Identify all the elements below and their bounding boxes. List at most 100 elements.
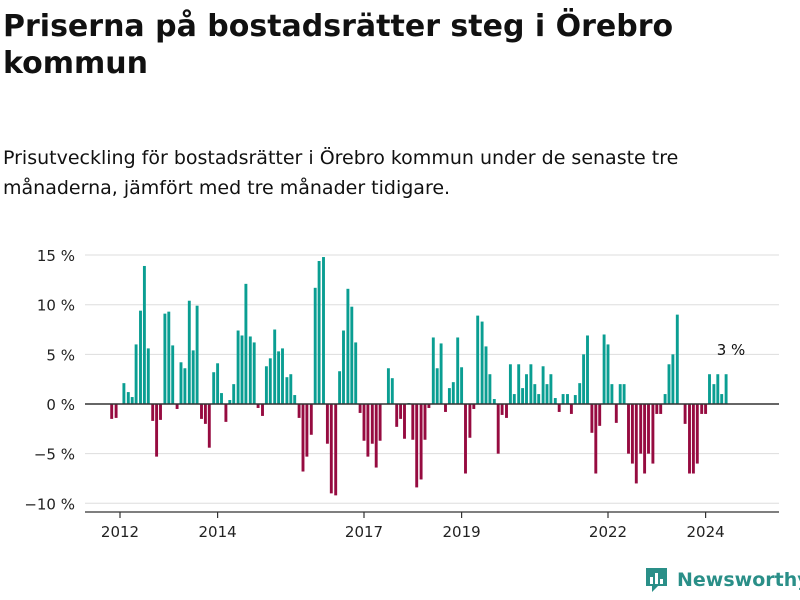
bar bbox=[639, 404, 643, 454]
bar bbox=[508, 364, 512, 404]
bar bbox=[500, 404, 504, 415]
bar bbox=[492, 399, 496, 404]
y-tick-label: 0 % bbox=[46, 396, 75, 414]
bar bbox=[224, 404, 228, 422]
bar bbox=[390, 378, 394, 404]
bar bbox=[187, 300, 191, 404]
bar bbox=[488, 374, 492, 404]
bar bbox=[309, 404, 313, 435]
bar bbox=[252, 342, 256, 404]
bar bbox=[232, 384, 236, 404]
x-tick-label: 2022 bbox=[589, 523, 627, 541]
bar bbox=[590, 404, 594, 433]
bar bbox=[517, 364, 521, 404]
bar bbox=[614, 404, 618, 423]
x-tick-label: 2017 bbox=[345, 523, 383, 541]
brand-name: Newsworthy bbox=[677, 569, 800, 591]
annotation: 3 % bbox=[717, 341, 746, 359]
bar-chart-icon bbox=[646, 568, 667, 592]
bar bbox=[362, 404, 366, 441]
bar bbox=[334, 404, 338, 496]
bar bbox=[553, 398, 557, 404]
bar bbox=[423, 404, 427, 440]
bar bbox=[261, 404, 264, 416]
bar bbox=[505, 404, 508, 418]
bar bbox=[444, 404, 447, 412]
bar bbox=[240, 335, 244, 404]
bar bbox=[151, 404, 155, 421]
bar bbox=[683, 404, 687, 424]
bar bbox=[427, 404, 431, 408]
bar bbox=[720, 394, 724, 404]
bar bbox=[472, 404, 476, 409]
bar bbox=[346, 288, 350, 404]
y-axis-labels: −10 % −5 % 0 % 5 % 10 % 15 % bbox=[24, 247, 75, 513]
x-tick-label: 2012 bbox=[101, 523, 139, 541]
bar bbox=[557, 404, 561, 412]
bar bbox=[716, 374, 720, 404]
x-tick-label: 2019 bbox=[443, 523, 481, 541]
bar bbox=[183, 368, 187, 404]
y-tick-label: 10 % bbox=[37, 297, 75, 315]
annotation-label: 3 % bbox=[717, 341, 746, 359]
bars bbox=[110, 257, 728, 496]
y-tick-label: 5 % bbox=[46, 346, 75, 364]
bar bbox=[655, 404, 659, 414]
bar bbox=[537, 394, 541, 404]
bar bbox=[480, 321, 484, 404]
bar bbox=[171, 345, 175, 404]
bar bbox=[618, 384, 622, 404]
bar bbox=[329, 404, 333, 494]
bar bbox=[671, 354, 675, 404]
bar bbox=[114, 404, 118, 418]
bar bbox=[264, 366, 268, 404]
y-tick-label: 15 % bbox=[37, 247, 75, 265]
bar bbox=[256, 404, 260, 408]
bar bbox=[203, 404, 207, 424]
bar bbox=[322, 257, 325, 404]
bar bbox=[297, 404, 301, 418]
bar bbox=[643, 404, 647, 474]
bar bbox=[573, 395, 577, 404]
bar bbox=[708, 374, 711, 404]
chart-subtitle: Prisutveckling för bostadsrätter i Örebr… bbox=[3, 147, 679, 199]
bar bbox=[647, 404, 650, 454]
bar bbox=[622, 384, 626, 404]
bar bbox=[338, 371, 342, 404]
bar bbox=[216, 363, 220, 404]
bar bbox=[399, 404, 403, 419]
newsworthy-logo: Newsworthy bbox=[644, 566, 800, 594]
bar bbox=[533, 384, 537, 404]
bar bbox=[496, 404, 500, 454]
bar bbox=[277, 351, 281, 404]
bar bbox=[545, 384, 549, 404]
bar bbox=[122, 383, 126, 404]
bar bbox=[236, 330, 240, 404]
bar bbox=[724, 374, 728, 404]
bar bbox=[464, 404, 467, 474]
bar bbox=[366, 404, 370, 457]
bar bbox=[191, 350, 195, 404]
bar bbox=[663, 394, 667, 404]
bar bbox=[350, 306, 354, 404]
bar bbox=[142, 265, 146, 404]
bar bbox=[675, 314, 679, 404]
bar bbox=[566, 394, 569, 404]
bar bbox=[301, 404, 305, 472]
bar bbox=[594, 404, 598, 474]
bar bbox=[561, 394, 565, 404]
bar bbox=[212, 372, 216, 404]
bar bbox=[159, 404, 162, 420]
bar bbox=[460, 367, 464, 404]
x-axis: 2012 2014 2017 2019 2022 2024 bbox=[85, 403, 779, 541]
y-tick-label: −10 % bbox=[24, 495, 75, 513]
bar bbox=[695, 404, 699, 464]
bar bbox=[447, 388, 451, 404]
bar bbox=[634, 404, 638, 484]
bar bbox=[602, 334, 606, 404]
bar bbox=[293, 395, 297, 404]
y-tick-label: −5 % bbox=[34, 446, 75, 464]
bar bbox=[712, 384, 716, 404]
bar bbox=[549, 374, 553, 404]
